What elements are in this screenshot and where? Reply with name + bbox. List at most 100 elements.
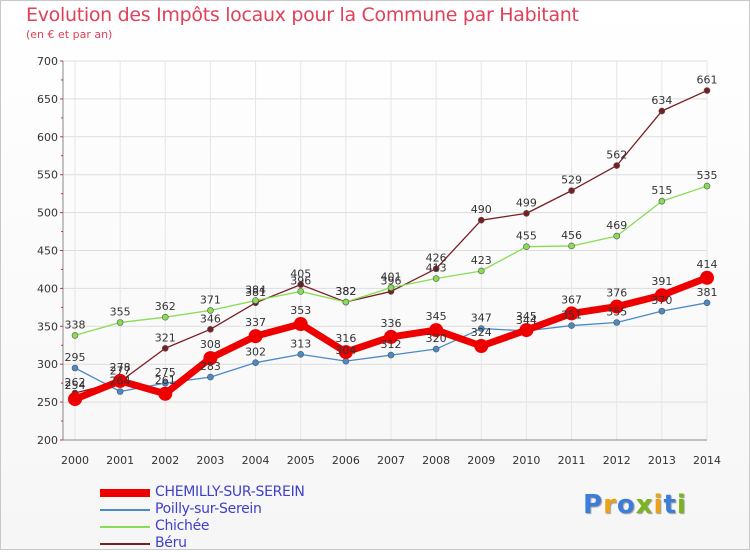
data-point-3-2002 [161,344,169,352]
data-label-1-2008: 320 [426,332,447,345]
chart-subtitle: (en € et par an) [26,28,113,41]
data-label-3-2004: 381 [245,286,266,299]
x-tick-label-2010: 2010 [512,454,540,467]
x-tick-label-2006: 2006 [332,454,360,467]
legend-label-chemilly: CHEMILLY-SUR-SEREIN [155,484,305,500]
data-point-0-2000 [68,392,82,407]
data-point-2-2001 [116,319,124,326]
data-point-3-2008 [432,265,440,272]
data-point-3-2014 [703,87,711,94]
data-label-0-2003: 308 [200,338,221,351]
data-label-0-2002: 261 [155,374,176,387]
data-label-1-2000: 295 [65,351,86,364]
data-label-1-2003: 283 [200,360,221,373]
data-label-1-2007: 312 [381,338,402,351]
x-tick-label-2014: 2014 [693,454,721,467]
data-point-1-2013 [658,307,666,315]
data-label-1-2011: 351 [561,309,582,322]
data-point-0-2012 [609,299,624,314]
legend-swatch-chemilly [100,489,150,497]
data-label-3-2008: 426 [426,252,447,265]
data-label-3-2000: 262 [65,376,86,389]
x-tick-label-2002: 2002 [151,454,179,467]
data-label-2-2005: 396 [290,274,311,287]
data-point-3-2010 [523,210,530,217]
data-label-0-2010: 345 [516,310,537,323]
data-point-1-2003 [207,373,214,381]
legend-swatch-chichee [100,526,150,528]
data-point-0-2010 [519,323,534,338]
data-point-1-2002 [161,379,169,387]
data-point-0-2003 [203,351,218,366]
data-label-2-2010: 455 [516,230,537,243]
data-label-2-2013: 515 [651,184,672,197]
data-label-3-2014: 661 [697,74,718,87]
data-label-2-2004: 384 [245,284,266,297]
data-point-3-2012 [613,162,621,169]
data-point-0-2006 [338,345,353,360]
data-point-3-2009 [477,216,485,224]
data-label-0-2007: 336 [381,317,402,330]
data-point-2-2000 [71,332,79,339]
data-label-2-2008: 413 [426,262,447,275]
data-point-1-2000 [71,364,79,372]
data-label-0-2000: 254 [65,379,86,392]
y-tick-label-400: 400 [37,282,58,295]
data-label-0-2004: 337 [245,316,266,329]
data-point-1-2001 [116,388,124,395]
data-point-0-2009 [474,339,489,354]
y-tick-label-600: 600 [37,131,58,144]
y-tick-label-200: 200 [37,434,58,447]
data-point-2-2003 [207,307,214,314]
y-tick-label-350: 350 [37,320,58,333]
x-tick-label-2009: 2009 [467,454,495,467]
data-label-0-2001: 278 [110,361,131,374]
data-point-2-2010 [523,243,530,251]
data-point-3-2003 [207,326,214,333]
data-point-2-2004 [252,297,259,304]
data-label-1-2002: 275 [155,366,176,379]
data-point-0-2005 [293,317,308,332]
data-point-0-2007 [384,329,398,344]
data-point-2-2012 [613,232,621,240]
data-label-2-2003: 371 [200,293,221,306]
data-point-0-2011 [564,306,579,321]
x-tick-label-2013: 2013 [648,454,676,467]
data-point-2-2014 [703,182,711,190]
data-label-1-2006: 304 [335,344,356,357]
data-label-0-2009: 324 [471,326,492,339]
data-point-2-2008 [432,275,440,282]
data-point-1-2004 [252,359,259,366]
y-tick-label-250: 250 [37,396,58,409]
data-label-2-2000: 338 [65,318,86,331]
data-label-1-2013: 370 [651,294,672,307]
legend-label-poilly: Poilly-sur-Serein [155,501,262,517]
data-point-1-2011 [568,322,575,329]
data-label-0-2011: 367 [561,293,582,306]
data-point-1-2012 [613,319,621,326]
y-tick-label-450: 450 [37,245,58,258]
data-point-3-2013 [658,107,666,115]
data-point-2-2005 [297,288,305,295]
x-tick-label-2005: 2005 [287,454,315,467]
x-tick-label-2001: 2001 [106,454,134,467]
y-tick-label-700: 700 [37,55,58,68]
data-point-2-2002 [161,313,169,321]
data-point-2-2013 [658,197,666,205]
data-label-2-2001: 355 [110,306,131,319]
data-label-3-2011: 529 [561,174,582,187]
data-label-3-2009: 490 [471,203,492,216]
y-tick-label-300: 300 [37,358,58,371]
data-point-3-2005 [297,281,305,288]
legend-swatch-beru [100,543,150,545]
data-label-2-2012: 469 [606,219,627,232]
data-label-3-2001: 277 [110,365,131,378]
data-point-1-2007 [387,351,395,359]
data-label-2-2011: 456 [561,229,582,242]
data-label-1-2014: 381 [697,286,718,299]
data-label-1-2004: 302 [245,346,266,359]
data-point-1-2008 [432,345,440,353]
chart-title: Evolution des Impôts locaux pour la Comm… [26,4,579,26]
